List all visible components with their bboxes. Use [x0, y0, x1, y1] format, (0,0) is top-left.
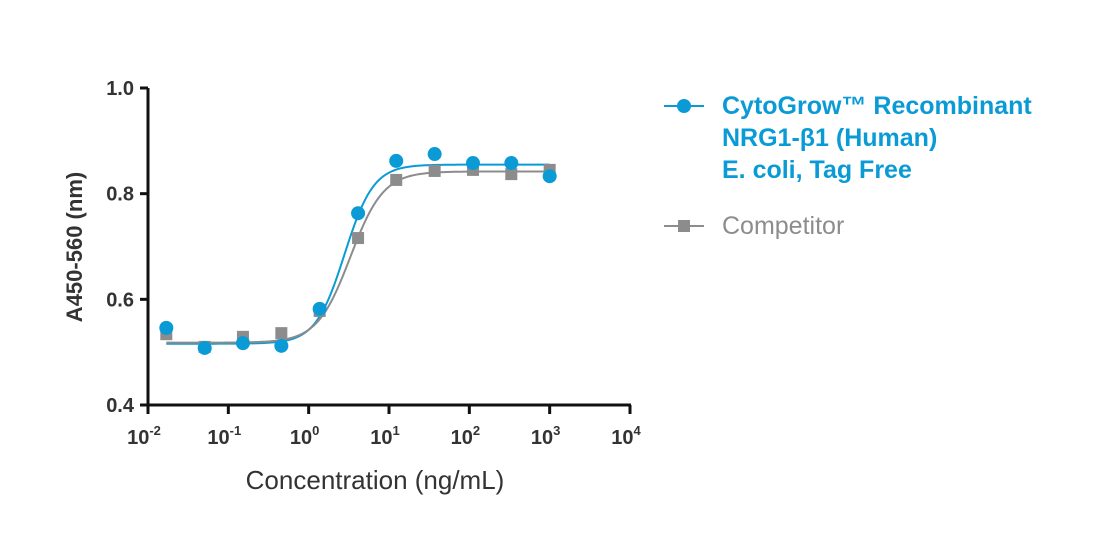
x-tick-base: 10: [531, 427, 553, 449]
data-point-series-0: [427, 147, 442, 162]
x-tick-label: 102: [451, 423, 480, 449]
legend-item-cytogrow: CytoGrow™ Recombinant NRG1-β1 (Human) E.…: [664, 90, 1032, 186]
data-point-series-0: [351, 206, 366, 221]
fit-curve-series-0: [166, 163, 550, 345]
data-point-series-0: [312, 301, 327, 316]
y-tick-label: 0.8: [106, 184, 134, 206]
legend-label: Competitor: [722, 212, 845, 240]
x-axis-title: Concentration (ng/mL): [246, 465, 505, 495]
fit-curves: [166, 163, 550, 345]
y-tick-label: 1.0: [106, 78, 134, 100]
x-tick-label: 10-1: [207, 423, 241, 449]
data-point-series-0: [542, 169, 557, 184]
x-tick-label: 103: [531, 423, 560, 449]
y-tick-labels: 1.0 0.8 0.6 0.4: [106, 78, 135, 417]
data-point-series-0: [159, 320, 174, 335]
x-tick-labels: 10-2 10-1 100 101 102 103 104: [127, 423, 641, 449]
y-tick-label: 0.6: [106, 289, 134, 311]
x-tick-exponent: -1: [230, 423, 242, 438]
x-tick-label: 101: [370, 423, 399, 449]
data-point-series-1: [505, 168, 518, 181]
data-point-series-1: [428, 164, 441, 177]
x-tick-exponent: 4: [634, 423, 642, 438]
x-tick-label: 104: [611, 423, 641, 449]
x-tick-base: 10: [207, 427, 229, 449]
data-point-series-1: [352, 232, 365, 245]
circle-marker-icon: [664, 99, 704, 113]
x-tick-exponent: 1: [393, 423, 400, 438]
y-axis-title: A450-560 (nm): [62, 172, 87, 322]
x-tick-base: 10: [451, 427, 473, 449]
data-point-series-1: [275, 327, 288, 340]
x-tick-exponent: 2: [473, 423, 480, 438]
x-tick-label: 100: [290, 423, 319, 449]
data-point-series-0: [465, 156, 480, 171]
x-tick-base: 10: [370, 427, 392, 449]
data-point-series-0: [504, 156, 519, 171]
x-tick-label: 10-2: [127, 423, 161, 449]
x-tick-exponent: 0: [312, 423, 319, 438]
fit-curve-series-1: [166, 170, 550, 344]
legend-item-competitor: Competitor: [664, 210, 1032, 242]
x-tick-exponent: -2: [149, 423, 161, 438]
square-marker-icon: [664, 220, 704, 232]
x-tick-base: 10: [290, 427, 312, 449]
data-point-series-0: [389, 153, 404, 168]
data-point-series-1: [390, 173, 403, 186]
data-points: [159, 147, 557, 355]
x-tick-exponent: 3: [553, 423, 560, 438]
legend-label: CytoGrow™ Recombinant NRG1-β1 (Human) E.…: [722, 92, 1032, 184]
legend: CytoGrow™ Recombinant NRG1-β1 (Human) E.…: [664, 90, 1032, 266]
x-tick-base: 10: [127, 427, 149, 449]
data-point-series-0: [197, 340, 212, 355]
y-tick-label: 0.4: [106, 395, 135, 417]
data-point-series-0: [235, 336, 250, 351]
data-point-series-0: [274, 338, 289, 353]
x-tick-base: 10: [611, 427, 633, 449]
axes: [140, 86, 632, 414]
